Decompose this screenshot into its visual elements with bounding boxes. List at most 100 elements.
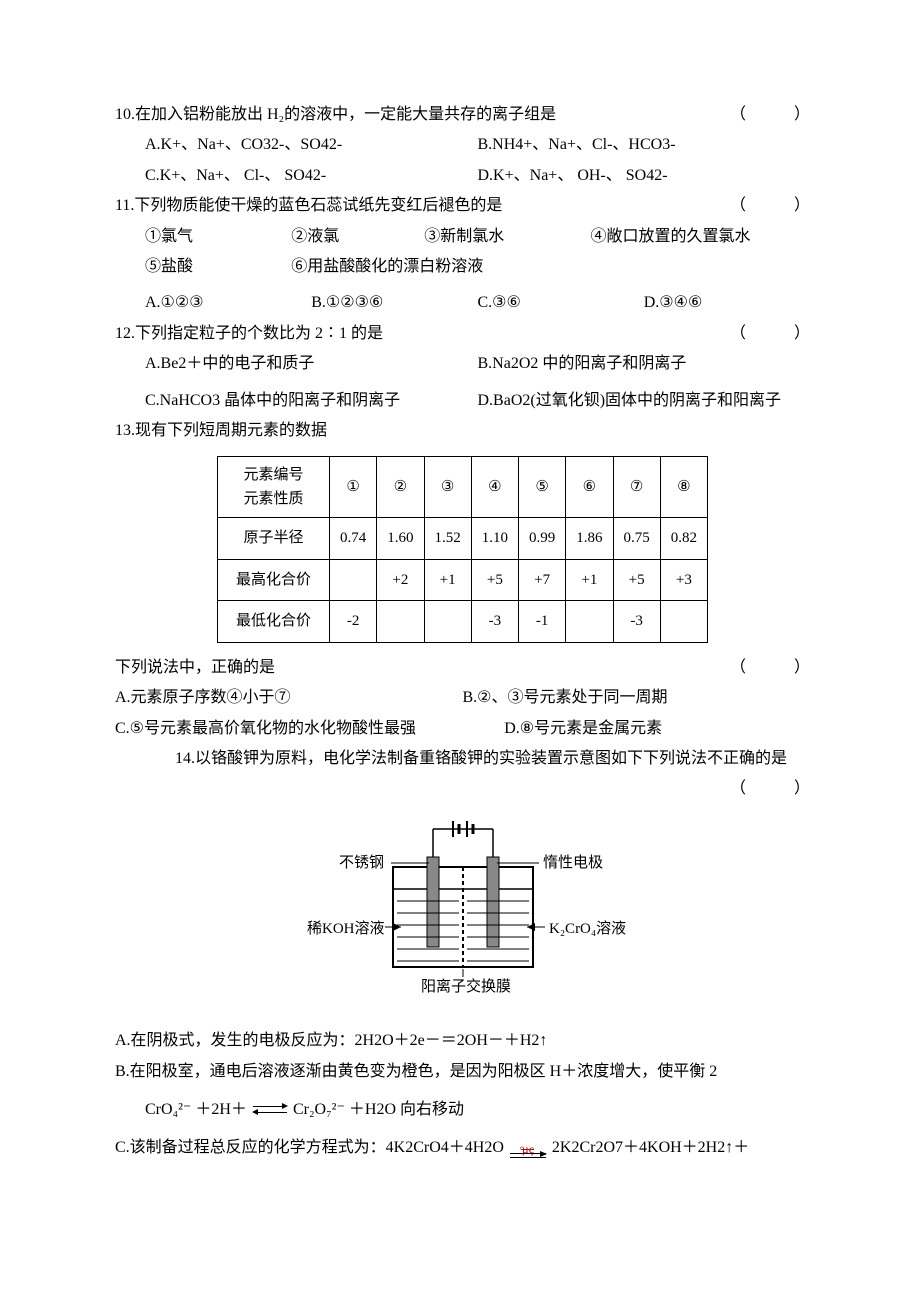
q13-r0-v1: 0.74: [330, 518, 377, 560]
q13-head-l1: 元素编号: [236, 463, 311, 487]
q12-opts-row2: C.NaHCO3 晶体中的阳离子和阴离子 D.BaO2(过氧化钡)固体中的阴离子…: [115, 386, 810, 416]
q13-r0-v5: 0.99: [519, 518, 566, 560]
q10-stem: 10.在加入铝粉能放出 H₂的溶液中，一定能大量共存的离子组是: [115, 100, 730, 130]
q13-r0-v2: 1.60: [377, 518, 424, 560]
q13-row-high: 最高化合价 +2 +1 +5 +7 +1 +5 +3: [217, 559, 707, 601]
q13-head-label: 元素编号 元素性质: [217, 457, 329, 518]
q13-r0-v4: 1.10: [471, 518, 518, 560]
q14-figure: 不锈钢 惰性电极 稀KOH溶液 K₂CrO₄溶液 阳离子交换膜: [115, 817, 810, 1008]
q13-col-6: ⑥: [566, 457, 613, 518]
q13-r0-label: 原子半径: [217, 518, 329, 560]
q11-optA: A.①②③: [145, 288, 311, 318]
fig-membrane: 阳离子交换膜: [421, 977, 511, 995]
q11-optD: D.③④⑥: [644, 288, 810, 318]
q13-head-l2: 元素性质: [236, 487, 311, 511]
q13-r1-v4: +5: [471, 559, 518, 601]
q13-col-4: ④: [471, 457, 518, 518]
condition-arrow-icon: ͨµç: [510, 1143, 546, 1158]
q13-r1-v7: +5: [613, 559, 660, 601]
q10-optB: B.NH4+、Na+、Cl-、HCO3-: [478, 130, 811, 160]
electrolysis-diagram-icon: 不锈钢 惰性电极 稀KOH溶液 K₂CrO₄溶液 阳离子交换膜: [283, 817, 643, 997]
q11-stem: 11.下列物质能使干燥的蓝色石蕊试纸先变红后褪色的是: [115, 191, 730, 221]
q13-col-8: ⑧: [660, 457, 707, 518]
q10-optA: A.K+、Na+、CO32-、SO42-: [145, 130, 478, 160]
fig-right-sol: K₂CrO₄溶液: [549, 920, 626, 937]
q13-r2-v6: [566, 601, 613, 643]
q13-table-head: 元素编号 元素性质 ① ② ③ ④ ⑤ ⑥ ⑦ ⑧: [217, 457, 707, 518]
q13-r0-v7: 0.75: [613, 518, 660, 560]
q13-r0-v3: 1.52: [424, 518, 471, 560]
q13-r2-v4: -3: [471, 601, 518, 643]
q13-r1-v3: +1: [424, 559, 471, 601]
q14-optA: A.在阴极式，发生的电极反应为：2H2O＋2e－＝2OH－＋H2↑: [115, 1026, 810, 1056]
q14-optB-right: Cr₂O₇²⁻ ＋H2O 向右移动: [293, 1095, 464, 1125]
page: 10.在加入铝粉能放出 H₂的溶液中，一定能大量共存的离子组是 （ ） A.K+…: [0, 0, 920, 1224]
q13-optC: C.⑤号元素最高价氧化物的水化物酸性最强: [115, 714, 504, 744]
q12-stem-line: 12.下列指定粒子的个数比为 2∶1 的是 （ ）: [115, 319, 810, 349]
q14-paren: （ ）: [730, 774, 810, 804]
q11-i2: ②液氯: [291, 222, 424, 252]
q11-i3: ③新制氯水: [424, 222, 590, 252]
q13-col-7: ⑦: [613, 457, 660, 518]
q12-opts-row1: A.Be2＋中的电子和质子 B.Na2O2 中的阳离子和阴离子: [115, 349, 810, 379]
q13-row-radius: 原子半径 0.74 1.60 1.52 1.10 0.99 1.86 0.75 …: [217, 518, 707, 560]
q13-r0-v8: 0.82: [660, 518, 707, 560]
fig-right-electrode: 惰性电极: [543, 854, 603, 871]
q10-optD: D.K+、Na+、 OH-、 SO42-: [478, 161, 811, 191]
q10-opts-row1: A.K+、Na+、CO32-、SO42- B.NH4+、Na+、Cl-、HCO3…: [115, 130, 810, 160]
q14-optB-eq: CrO₄²⁻ ＋2H＋ Cr₂O₇²⁻ ＋H2O 向右移动: [115, 1095, 810, 1125]
q13-stem: 13.现有下列短周期元素的数据: [115, 416, 810, 446]
q10-paren: （ ）: [730, 100, 810, 130]
q13-sub: 下列说法中，正确的是: [115, 653, 730, 683]
q14-optC-pre: C.该制备过程总反应的化学方程式为：4K2CrO4＋4H2O: [115, 1133, 504, 1163]
q13-r1-label: 最高化合价: [217, 559, 329, 601]
reversible-arrow-icon: [253, 1103, 287, 1117]
q12-optC: C.NaHCO3 晶体中的阳离子和阴离子: [145, 386, 478, 416]
q13-paren: （ ）: [730, 653, 810, 683]
q14-optB-pre: B.在阳极室，通电后溶液逐渐由黄色变为橙色，是因为阳极区 H＋浓度增大，使平衡 …: [115, 1057, 810, 1087]
q14-optB-left: CrO₄²⁻ ＋2H＋: [145, 1095, 247, 1125]
q11-i5: ⑤盐酸: [145, 252, 291, 282]
q13-optD: D.⑧号元素是金属元素: [504, 714, 662, 744]
q13-optB: B.②、③号元素处于同一周期: [463, 683, 811, 713]
q11-items-row2: ⑤盐酸 ⑥用盐酸酸化的漂白粉溶液: [115, 252, 810, 282]
q14-optC-line: C.该制备过程总反应的化学方程式为：4K2CrO4＋4H2O ͨµç 2K2Cr…: [115, 1133, 810, 1163]
q13-table: 元素编号 元素性质 ① ② ③ ④ ⑤ ⑥ ⑦ ⑧ 原子半径 0.74 1.60…: [217, 456, 708, 643]
q13-r2-v1: -2: [330, 601, 377, 643]
q13-row-low: 最低化合价 -2 -3 -1 -3: [217, 601, 707, 643]
q13-r0-v6: 1.86: [566, 518, 613, 560]
q13-r1-v6: +1: [566, 559, 613, 601]
q13-r1-v5: +7: [519, 559, 566, 601]
q13-r2-v5: -1: [519, 601, 566, 643]
q10-stem-line: 10.在加入铝粉能放出 H₂的溶液中，一定能大量共存的离子组是 （ ）: [115, 100, 810, 130]
q11-i1: ①氯气: [145, 222, 291, 252]
q11-i6: ⑥用盐酸酸化的漂白粉溶液: [291, 252, 483, 282]
q12-optD: D.BaO2(过氧化钡)固体中的阴离子和阳离子: [478, 386, 811, 416]
q10-optC: C.K+、Na+、 Cl-、 SO42-: [145, 161, 478, 191]
fig-left-electrode: 不锈钢: [339, 854, 384, 871]
q11-optB: B.①②③⑥: [311, 288, 477, 318]
q11-items-row1: ①氯气 ②液氯 ③新制氯水 ④敞口放置的久置氯水: [115, 222, 810, 252]
q13-r1-v1: [330, 559, 377, 601]
q11-i4: ④敞口放置的久置氯水: [591, 222, 810, 252]
q13-r2-v8: [660, 601, 707, 643]
q13-r2-v2: [377, 601, 424, 643]
q13-col-3: ③: [424, 457, 471, 518]
q11-stem-line: 11.下列物质能使干燥的蓝色石蕊试纸先变红后褪色的是 （ ）: [115, 191, 810, 221]
q13-r1-v2: +2: [377, 559, 424, 601]
q11-paren: （ ）: [730, 191, 810, 221]
q13-col-5: ⑤: [519, 457, 566, 518]
q14-stem: 14.以铬酸钾为原料，电化学法制备重铬酸钾的实验装置示意图如下下列说法不正确的是: [115, 744, 810, 774]
q13-r2-v7: -3: [613, 601, 660, 643]
q13-col-2: ②: [377, 457, 424, 518]
q11-opts-row: A.①②③ B.①②③⑥ C.③⑥ D.③④⑥: [115, 288, 810, 318]
q13-opts-row1: A.元素原子序数④小于⑦ B.②、③号元素处于同一周期: [115, 683, 810, 713]
q12-optB: B.Na2O2 中的阳离子和阴离子: [478, 349, 811, 379]
q14-paren-line: （ ）: [115, 774, 810, 804]
q10-opts-row2: C.K+、Na+、 Cl-、 SO42- D.K+、Na+、 OH-、 SO42…: [115, 161, 810, 191]
q11-optC: C.③⑥: [478, 288, 644, 318]
q13-optA: A.元素原子序数④小于⑦: [115, 683, 463, 713]
fig-left-sol: 稀KOH溶液: [307, 920, 385, 937]
q13-r2-label: 最低化合价: [217, 601, 329, 643]
q14-optC-post: 2K2Cr2O7＋4KOH＋2H2↑＋: [552, 1133, 749, 1163]
